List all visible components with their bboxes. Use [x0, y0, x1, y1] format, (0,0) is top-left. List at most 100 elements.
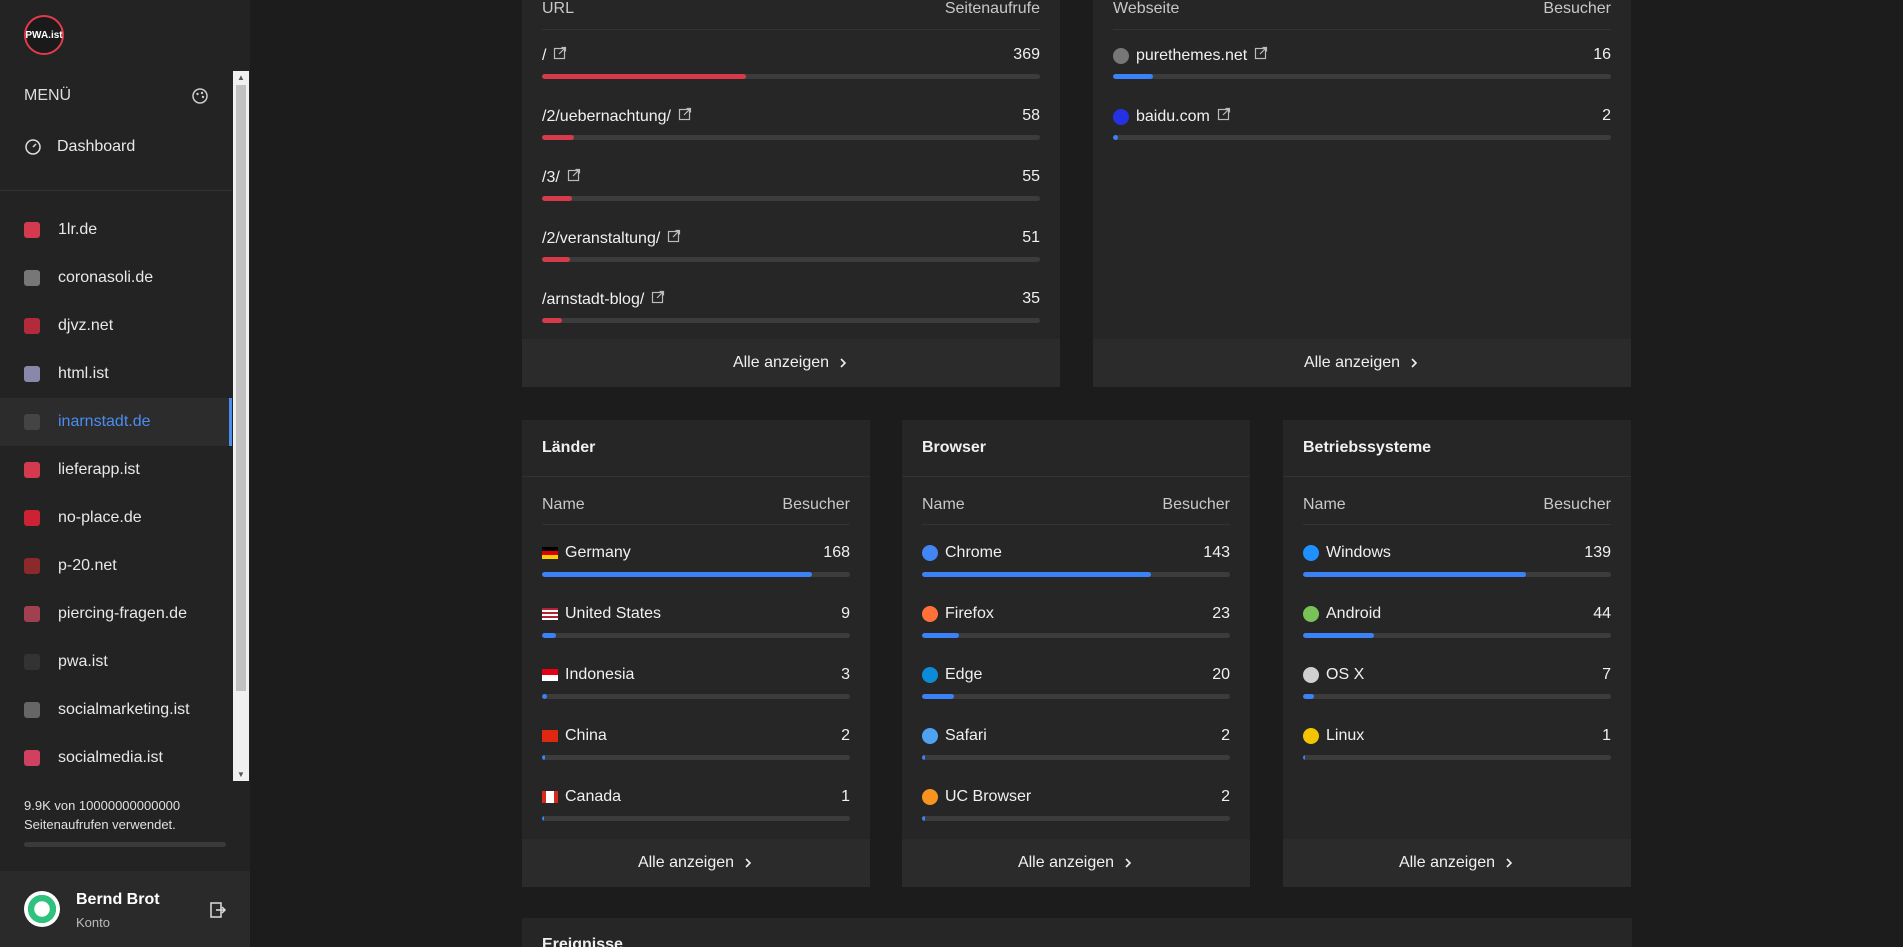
- gauge-icon: [25, 139, 41, 155]
- logout-icon[interactable]: [209, 901, 227, 919]
- sidebar-item-site[interactable]: socialmedia.ist: [0, 734, 232, 782]
- scrollbar-thumb[interactable]: [236, 85, 246, 691]
- sidebar-item-site[interactable]: djvz.net: [0, 302, 232, 350]
- table-row[interactable]: UC Browser 2: [922, 788, 1230, 828]
- uc-browser-icon: [922, 789, 938, 805]
- row-value: 143: [1203, 544, 1230, 561]
- progress-bar: [542, 257, 1040, 262]
- row-value: 168: [823, 544, 850, 561]
- table-row[interactable]: United States 9: [542, 605, 850, 645]
- site-favicon-icon: [24, 318, 40, 334]
- os-show-all-button[interactable]: Alle anzeigen: [1283, 839, 1631, 887]
- progress-bar: [542, 318, 1040, 323]
- table-row[interactable]: / 369: [542, 46, 1040, 86]
- referrers-show-all-button[interactable]: Alle anzeigen: [1093, 339, 1631, 387]
- countries-show-all-button[interactable]: Alle anzeigen: [522, 839, 870, 887]
- progress-fill: [922, 633, 959, 638]
- sidebar-item-site[interactable]: pwa.ist: [0, 638, 232, 686]
- row-label-group: China: [542, 727, 607, 745]
- sidebar-item-site[interactable]: socialmarketing.ist: [0, 686, 232, 734]
- table-row[interactable]: Germany 168: [542, 544, 850, 584]
- table-row[interactable]: Chrome 143: [922, 544, 1230, 584]
- scroll-up-arrow-icon[interactable]: ▲: [237, 73, 245, 82]
- table-row[interactable]: Edge 20: [922, 666, 1230, 706]
- table-row[interactable]: Canada 1: [542, 788, 850, 828]
- table-row[interactable]: China 2: [542, 727, 850, 767]
- sidebar-item-site[interactable]: inarnstadt.de: [0, 398, 232, 446]
- row-label-group: Windows: [1303, 544, 1391, 562]
- pages-show-all-button[interactable]: Alle anzeigen: [522, 339, 1060, 387]
- table-row[interactable]: /2/veranstaltung/51: [542, 229, 1040, 269]
- palette-icon[interactable]: [191, 87, 209, 105]
- external-link-icon[interactable]: [651, 290, 665, 309]
- progress-fill: [922, 816, 926, 821]
- col-url: URL: [542, 0, 575, 17]
- browsers-card: Browser Name Besucher Alle anzeigen Chro…: [902, 420, 1250, 887]
- row-label: /arnstadt-blog/: [542, 290, 645, 308]
- progress-fill: [542, 694, 547, 699]
- card-divider: [522, 476, 870, 477]
- table-row[interactable]: /arnstadt-blog/35: [542, 290, 1040, 330]
- sidebar-item-site[interactable]: lieferapp.ist: [0, 446, 232, 494]
- apple-icon: [1303, 667, 1319, 683]
- nav-dashboard[interactable]: Dashboard: [24, 138, 135, 156]
- table-row[interactable]: Safari 2: [922, 727, 1230, 767]
- scroll-down-arrow-icon[interactable]: ▼: [237, 770, 245, 779]
- row-value: 55: [1022, 168, 1040, 185]
- col-divider: [1113, 29, 1611, 30]
- progress-fill: [542, 755, 546, 760]
- progress-fill: [1303, 694, 1315, 699]
- sidebar-item-site[interactable]: html.ist: [0, 350, 232, 398]
- sidebar-item-site[interactable]: no-place.de: [0, 494, 232, 542]
- row-label-group: /2/uebernachtung/: [542, 107, 692, 126]
- sidebar-item-site[interactable]: piercing-fragen.de: [0, 590, 232, 638]
- user-box[interactable]: Bernd Brot Konto: [0, 871, 250, 947]
- progress-bar: [542, 196, 1040, 201]
- app-logo[interactable]: PWA.ist: [24, 15, 64, 55]
- table-row[interactable]: baidu.com 2: [1113, 107, 1611, 147]
- sidebar-item-site[interactable]: coronasoli.de: [0, 254, 232, 302]
- table-row[interactable]: /3/55: [542, 168, 1040, 208]
- table-row[interactable]: Linux 1: [1303, 727, 1611, 767]
- row-label-group: baidu.com: [1113, 107, 1231, 126]
- sidebar-item-label: socialmedia.ist: [58, 749, 163, 766]
- table-row[interactable]: purethemes.net 16: [1113, 46, 1611, 86]
- table-row[interactable]: /2/uebernachtung/58: [542, 107, 1040, 147]
- external-link-icon[interactable]: [553, 46, 567, 65]
- row-label-group: /3/: [542, 168, 581, 187]
- external-link-icon[interactable]: [567, 168, 581, 187]
- progress-bar: [542, 572, 850, 577]
- chevron-right-icon: [1411, 358, 1418, 368]
- progress-bar: [1303, 694, 1611, 699]
- row-value: 1: [1602, 727, 1611, 744]
- safari-icon: [922, 728, 938, 744]
- external-link-icon[interactable]: [667, 229, 681, 248]
- external-link-icon[interactable]: [678, 107, 692, 126]
- progress-fill: [1303, 572, 1527, 577]
- avatar[interactable]: [24, 891, 60, 927]
- progress-fill: [1303, 633, 1374, 638]
- site-favicon-icon: [24, 222, 40, 238]
- card-divider: [1283, 476, 1631, 477]
- sidebar-item-site[interactable]: 1lr.de: [0, 206, 232, 254]
- row-value: 20: [1212, 666, 1230, 683]
- browsers-show-all-button[interactable]: Alle anzeigen: [902, 839, 1250, 887]
- table-row[interactable]: OS X 7: [1303, 666, 1611, 706]
- progress-fill: [542, 257, 571, 262]
- site-favicon-icon: [24, 750, 40, 766]
- table-row[interactable]: Indonesia 3: [542, 666, 850, 706]
- external-link-icon[interactable]: [1217, 107, 1231, 126]
- sidebar-scrollbar[interactable]: ▲ ▼: [233, 71, 249, 781]
- table-row[interactable]: Android 44: [1303, 605, 1611, 645]
- table-row[interactable]: Firefox 23: [922, 605, 1230, 645]
- col-divider: [1303, 524, 1611, 525]
- sidebar-item-site[interactable]: p-20.net: [0, 542, 232, 590]
- progress-fill: [922, 755, 926, 760]
- windows-icon: [1303, 545, 1319, 561]
- col-visitors: Besucher: [782, 496, 850, 513]
- table-row[interactable]: Windows 139: [1303, 544, 1611, 584]
- row-value: 1: [841, 788, 850, 805]
- external-link-icon[interactable]: [1254, 46, 1268, 65]
- usage-bar: [24, 842, 226, 847]
- nav-dashboard-label: Dashboard: [57, 138, 136, 155]
